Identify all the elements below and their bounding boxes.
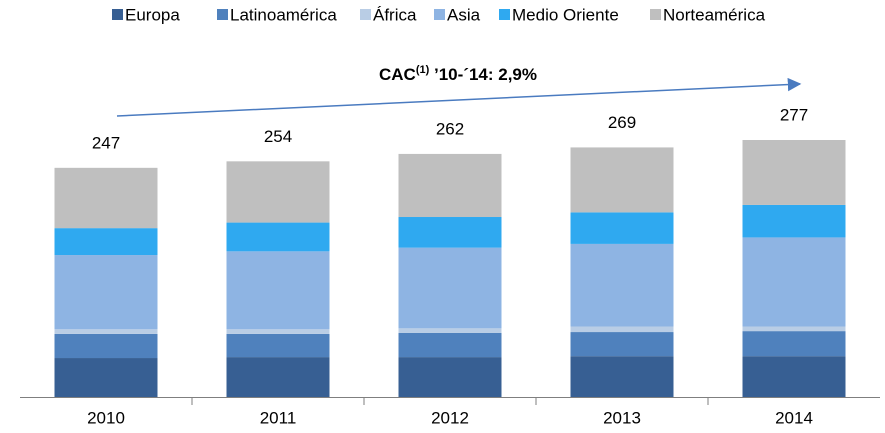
trend-arrow — [116, 77, 802, 117]
bar-segment — [54, 255, 158, 330]
x-tick-label: 2011 — [260, 408, 297, 427]
bar-segment — [398, 332, 502, 358]
bar-segment — [54, 329, 158, 334]
bar-segment — [570, 356, 674, 397]
bar-segment — [570, 212, 674, 244]
total-label: 269 — [608, 113, 636, 132]
bar-segment — [226, 333, 330, 358]
bar-segment — [398, 247, 502, 329]
legend-label: Medio Oriente — [512, 5, 619, 24]
bar-segment — [54, 333, 158, 359]
legend-label: Europa — [125, 5, 180, 24]
bar-segment — [226, 251, 330, 330]
bar-segment — [742, 326, 846, 332]
bar-segment — [226, 329, 330, 334]
bar-segment — [226, 357, 330, 397]
legend-swatch — [434, 9, 445, 20]
legend-label: Asia — [447, 5, 481, 24]
legend-label: Norteamérica — [663, 5, 766, 24]
bar-segment — [742, 140, 846, 205]
bar-segment — [398, 357, 502, 397]
bar-segment — [570, 147, 674, 213]
bar-segment — [54, 228, 158, 256]
x-tick-label: 2010 — [87, 408, 125, 427]
bar-segment — [398, 328, 502, 333]
legend-swatch — [499, 9, 510, 20]
legend-swatch — [217, 9, 228, 20]
bar-segment — [54, 167, 158, 229]
annotation-text: CAC — [379, 65, 416, 84]
bar-segment — [226, 222, 330, 252]
bar-segment — [570, 326, 674, 333]
bar-segment — [398, 217, 502, 248]
annotation-suffix: ’10-´14: 2,9% — [429, 65, 537, 84]
bar-segment — [570, 332, 674, 357]
bar-segment — [742, 331, 846, 357]
bar-segment — [54, 358, 158, 397]
bar-segment — [742, 237, 846, 327]
total-label: 262 — [436, 119, 464, 138]
total-label: 254 — [264, 127, 292, 146]
legend-swatch — [650, 9, 661, 20]
total-label: 277 — [780, 105, 808, 124]
bar-segment — [398, 153, 502, 218]
bar-segment — [742, 356, 846, 397]
x-tick-label: 2012 — [431, 408, 469, 427]
legend-label: Latinoamérica — [230, 5, 337, 24]
legend-label: África — [373, 5, 417, 24]
bar-segment — [742, 204, 846, 238]
bar-segment — [570, 243, 674, 327]
legend-swatch — [112, 9, 123, 20]
bar-segment — [226, 161, 330, 223]
annotation-superscript: (1) — [416, 64, 430, 76]
x-tick-label: 2014 — [775, 408, 813, 427]
x-tick-label: 2013 — [603, 408, 641, 427]
total-label: 247 — [92, 133, 120, 152]
annotation: CAC(1) ’10-´14: 2,9% — [379, 64, 537, 85]
legend-swatch — [360, 9, 371, 20]
